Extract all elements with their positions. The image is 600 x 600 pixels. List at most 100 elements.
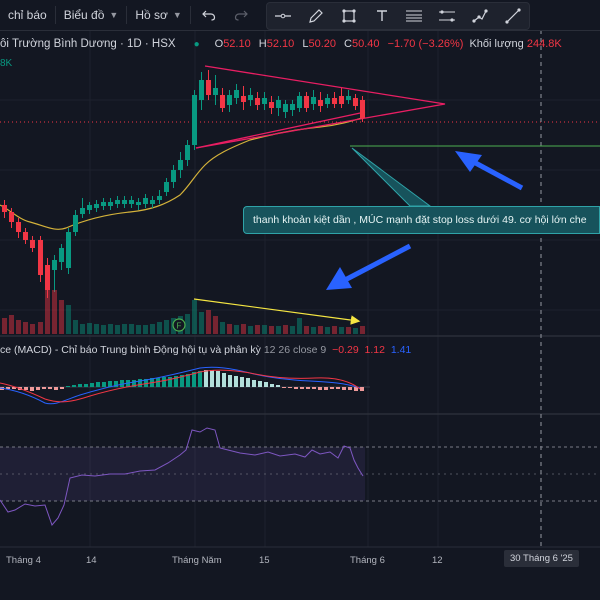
x-tick-label: 15 <box>259 555 270 566</box>
profile-menu[interactable]: Hồ sơ ▼ <box>127 0 189 30</box>
macd-signal-line <box>0 369 361 403</box>
candle <box>9 208 14 228</box>
volume-bar <box>290 326 295 334</box>
macd-bar <box>264 382 268 387</box>
volume-bar <box>199 312 204 334</box>
volume-bar <box>80 324 85 334</box>
macd-bar <box>204 370 208 387</box>
callout-pointer <box>351 147 432 207</box>
macd-bar <box>48 387 52 389</box>
macd-value-2: 1.12 <box>364 344 385 356</box>
macd-bar <box>324 387 328 390</box>
macd-bar <box>222 373 226 387</box>
chart-type-menu[interactable]: Biểu đồ ▼ <box>56 0 127 30</box>
high-value: 52.10 <box>266 38 295 50</box>
path-icon[interactable] <box>468 4 492 28</box>
drawing-toolbar <box>266 2 530 30</box>
volume-trend-line[interactable] <box>193 298 361 325</box>
macd-bar <box>342 387 346 390</box>
volume-bar <box>66 305 71 334</box>
candle <box>220 88 225 112</box>
macd-bar <box>138 379 142 387</box>
redo-icon[interactable] <box>229 0 253 30</box>
macd-value-3: 1.41 <box>390 344 412 356</box>
volume-bar <box>297 318 302 334</box>
low-value: 50.20 <box>308 38 336 50</box>
candle <box>16 218 21 238</box>
x-tick-label: Tháng 4 <box>6 555 41 566</box>
macd-bar <box>114 381 118 387</box>
ohlc-values: O52.10 H52.10 L50.20 C50.40 −1.70 (−3.26… <box>210 38 464 50</box>
arrow-left-icon[interactable] <box>326 243 412 290</box>
time-axis[interactable]: Tháng 4 14 Tháng Năm 15 Tháng 6 12 <box>0 547 600 573</box>
horizontal-line-icon[interactable] <box>271 4 295 28</box>
chevron-down-icon: ▼ <box>109 10 119 20</box>
macd-title[interactable]: ce (MACD) - Chỉ báo Trung bình Động hội … <box>0 344 261 356</box>
x-tick-label: Tháng Năm <box>172 555 222 566</box>
candle <box>2 200 7 218</box>
volume-bar <box>73 320 78 334</box>
arrow-right-icon[interactable] <box>455 151 524 191</box>
candle <box>311 90 316 110</box>
volume-bar <box>206 310 211 334</box>
volume-bar <box>353 328 358 334</box>
candle <box>192 90 197 150</box>
open-key: O <box>214 38 224 50</box>
candle <box>269 96 274 114</box>
macd-bar <box>318 387 322 390</box>
low-key: L <box>302 38 309 50</box>
macd-value-1: −0.29 <box>332 344 359 356</box>
macd-bar <box>186 374 190 387</box>
candle <box>346 90 351 104</box>
macd-bar <box>30 387 34 391</box>
macd-bar <box>312 387 316 389</box>
macd-bar <box>36 387 40 390</box>
candle <box>108 198 113 210</box>
undo-icon[interactable] <box>197 0 221 30</box>
volume-bar <box>59 300 64 334</box>
volume-bar <box>136 325 141 334</box>
volume-bar <box>220 322 225 334</box>
candle <box>276 96 281 116</box>
macd-bar <box>216 371 220 387</box>
triangle-pattern[interactable] <box>195 65 446 149</box>
volume-bar <box>2 318 7 334</box>
volume-bar <box>248 326 253 334</box>
text-icon[interactable] <box>370 4 394 28</box>
pencil-icon[interactable] <box>304 4 328 28</box>
rectangle-icon[interactable] <box>337 4 361 28</box>
volume-bar <box>164 320 169 334</box>
candle <box>283 100 288 118</box>
macd-bar <box>234 376 238 387</box>
annotation-callout[interactable]: thanh khoản kiệt dần , MÚC mạnh đặt stop… <box>243 206 600 234</box>
parallel-channel-icon[interactable] <box>435 4 459 28</box>
volume-bar <box>38 322 43 334</box>
macd-bar <box>270 384 274 387</box>
close-key: C <box>344 38 352 50</box>
symbol-title[interactable]: ôi Trường Bình Dương · 1D · HSX <box>0 38 176 50</box>
volume-bar <box>339 327 344 334</box>
trend-line-icon[interactable] <box>501 4 525 28</box>
volume-bar <box>94 324 99 334</box>
volume-bar <box>262 325 267 334</box>
fib-icon[interactable] <box>402 4 426 28</box>
macd-bar <box>228 375 232 387</box>
candle <box>339 88 344 108</box>
macd-bar <box>66 386 70 387</box>
volume-bar <box>276 326 281 334</box>
volume-bar <box>269 326 274 334</box>
x-tick-label: Tháng 6 <box>350 555 385 566</box>
macd-bar <box>336 387 340 389</box>
x-tick-label: 12 <box>432 555 443 566</box>
event-badge-icon[interactable]: F <box>172 318 186 332</box>
volume-bar <box>101 325 106 334</box>
volume-bar <box>129 324 134 334</box>
triangle-lower-edge <box>195 111 366 149</box>
macd-bar <box>174 376 178 387</box>
macd-bar <box>96 382 100 387</box>
macd-bar <box>330 387 334 389</box>
volume-bar <box>122 324 127 334</box>
macd-bar <box>288 387 292 388</box>
indicators-button[interactable]: chỉ báo <box>0 0 55 30</box>
